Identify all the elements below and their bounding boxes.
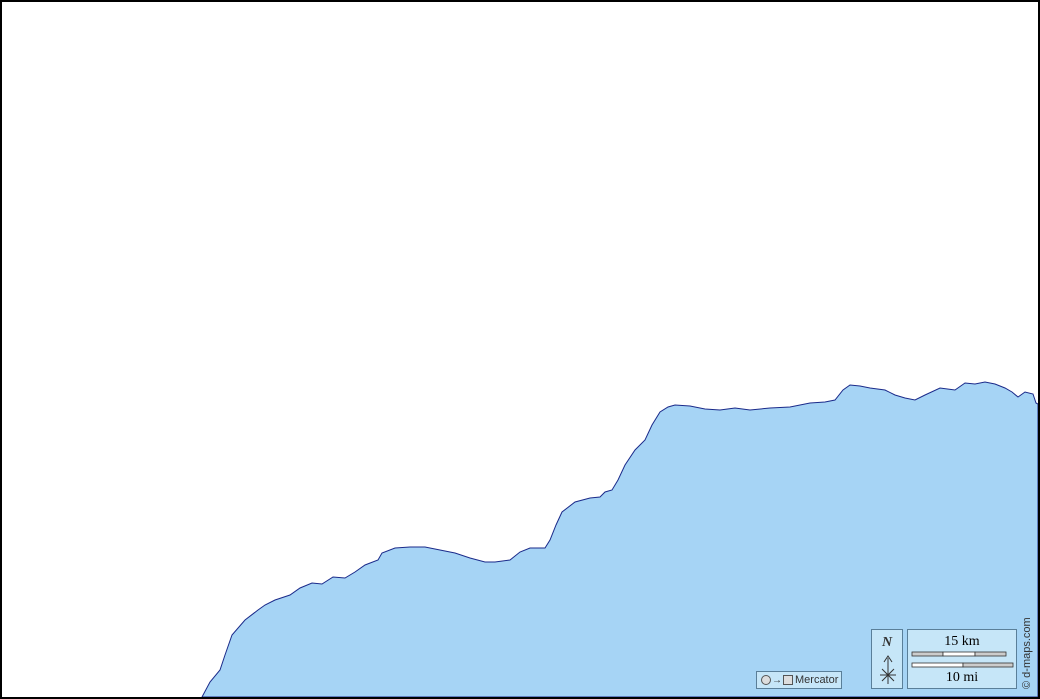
credit-text: © d-maps.com [1021,617,1033,689]
scale-bar: 15 km 10 mi [907,629,1017,689]
scale-km-label: 15 km [944,634,980,649]
projection-label: → Mercator [756,671,842,689]
north-label: N [881,635,893,650]
scale-mi-label: 10 mi [945,670,979,685]
circle-to-square-icon: → [761,675,793,686]
scale-bars [911,651,1014,668]
north-arrow: N [871,629,903,689]
projection-name: Mercator [795,674,839,686]
compass-icon [880,655,896,684]
sea-area [201,381,1039,698]
